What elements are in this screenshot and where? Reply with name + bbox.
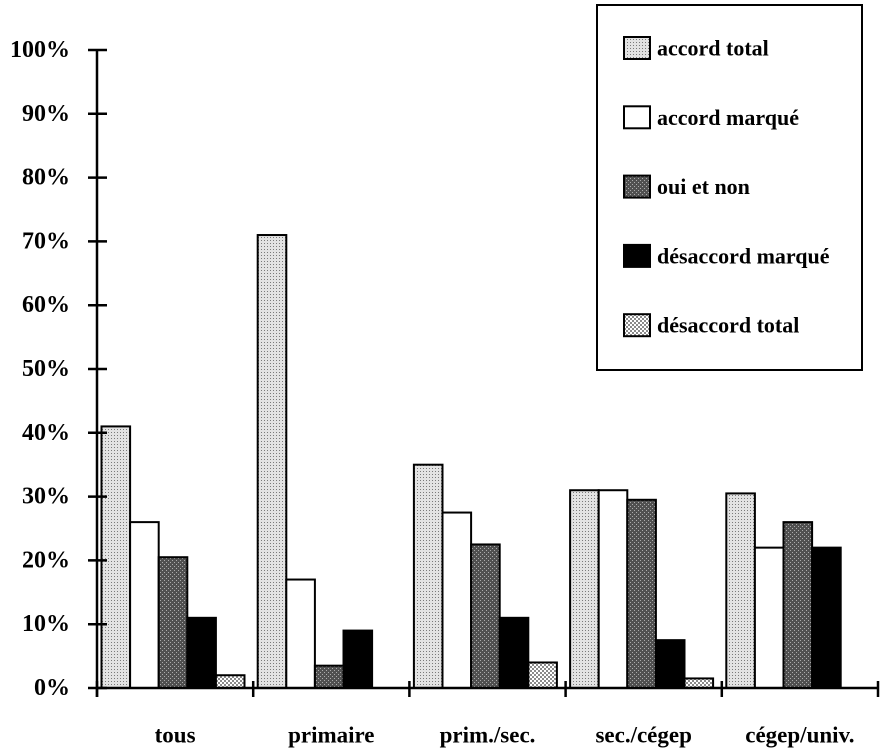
bar-prim-sec-oui-et-non [470,543,501,690]
y-tick-label: 50% [22,356,70,382]
x-category-label: prim./sec. [440,723,536,748]
legend: accord total accord marqué oui et non désac… [596,4,863,371]
x-category-label: sec./cégep [595,723,691,748]
x-category-label: cégep/univ. [745,723,854,748]
legend-swatch [623,36,651,60]
bar-cegep-univ-accord-total [725,492,756,689]
y-tick-label: 70% [22,228,70,254]
legend-swatch [623,243,651,268]
legend-item-accord-marque: accord marqué [623,105,799,130]
legend-swatch [623,174,651,199]
bar-sec-cegep-oui-et-non [626,498,657,690]
bar-tous-accord-marque [129,521,160,689]
bar-cegep-univ-accord-marque [753,546,785,690]
bar-tous-desaccord-total [214,674,246,689]
y-tick-label: 90% [22,101,70,127]
bar-primaire-accord-total [256,234,288,690]
legend-label: désaccord marqué [657,243,830,268]
y-tick-label: 10% [22,611,70,637]
y-tick-label: 100% [10,37,70,63]
bar-prim-sec-desaccord-marque [498,616,530,690]
bar-prim-sec-accord-total [412,463,444,690]
bar-tous-desaccord-marque [186,616,217,690]
bar-prim-sec-accord-marque [441,511,473,689]
legend-label: accord total [657,36,769,61]
axes-layer: 0% 10% 20% 30% 40% 50% 60% 70% 80% 90% 100% tous pri… [10,37,880,748]
y-tick-label: 0% [34,675,70,701]
bars-layer [100,234,842,690]
bar-primaire-desaccord-marque [342,629,374,690]
legend-item-accord-total: accord total [623,36,769,61]
y-tick-label: 80% [22,165,70,191]
y-tick-label: 40% [22,420,70,446]
bar-sec-cegep-desaccord-total [683,677,715,689]
x-category-label: primaire [288,723,374,748]
y-tick-label: 60% [22,292,70,318]
bar-sec-cegep-desaccord-marque [654,639,686,690]
y-tick-label: 30% [22,484,70,510]
legend-label: désaccord total [657,313,799,338]
bar-sec-cegep-accord-total [569,489,600,689]
bar-prim-sec-desaccord-total [527,661,558,689]
x-category-label: tous [155,723,196,748]
legend-label: oui et non [657,174,750,199]
bar-cegep-univ-oui-et-non [782,521,814,689]
bar-tous-oui-et-non [157,556,189,690]
legend-item-oui-et-non: oui et non [623,174,750,199]
legend-item-desaccord-total: désaccord total [623,313,799,338]
bar-primaire-accord-marque [285,578,316,689]
bar-sec-cegep-accord-marque [597,489,629,689]
legend-label: accord marqué [657,105,799,130]
bar-cegep-univ-desaccord-marque [811,546,842,690]
legend-item-desaccord-marque: désaccord marqué [623,243,830,268]
bar-tous-accord-total [100,425,132,689]
legend-swatch [623,313,651,338]
y-tick-label: 20% [22,547,70,573]
bar-primaire-oui-et-non [313,664,345,689]
legend-swatch [623,105,651,130]
